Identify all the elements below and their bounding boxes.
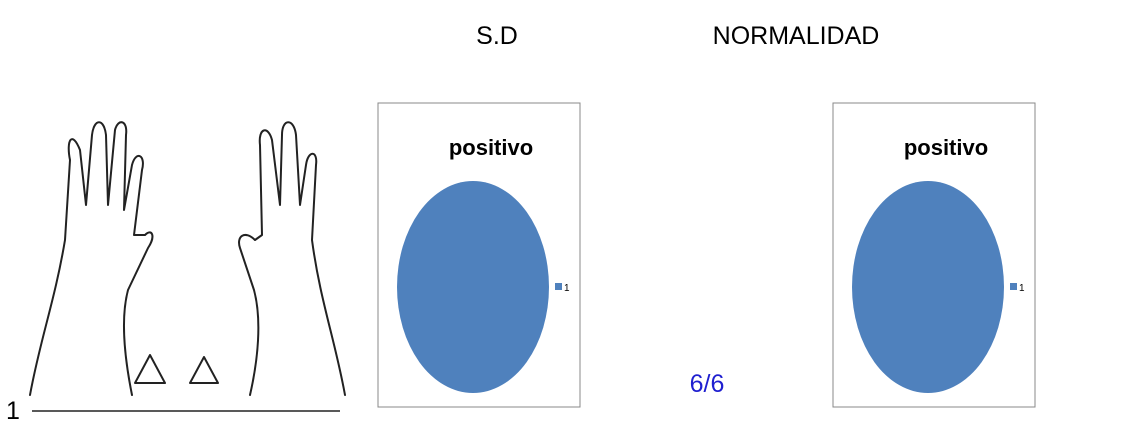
chart-caption: 6/6	[690, 370, 725, 398]
pie-slice	[397, 181, 549, 393]
header-right: NORMALIDAD	[713, 22, 880, 50]
chart-title: positivo	[904, 135, 988, 160]
legend-swatch	[555, 283, 562, 290]
pie-slice	[852, 181, 1004, 393]
legend-label: 1	[1019, 283, 1025, 294]
hands-drawing	[29, 121, 346, 412]
header-left: S.D	[476, 22, 518, 50]
figure-label: 1	[6, 397, 20, 422]
chart-title: positivo	[449, 135, 533, 160]
legend-swatch	[1010, 283, 1017, 290]
legend-label: 1	[564, 283, 570, 294]
